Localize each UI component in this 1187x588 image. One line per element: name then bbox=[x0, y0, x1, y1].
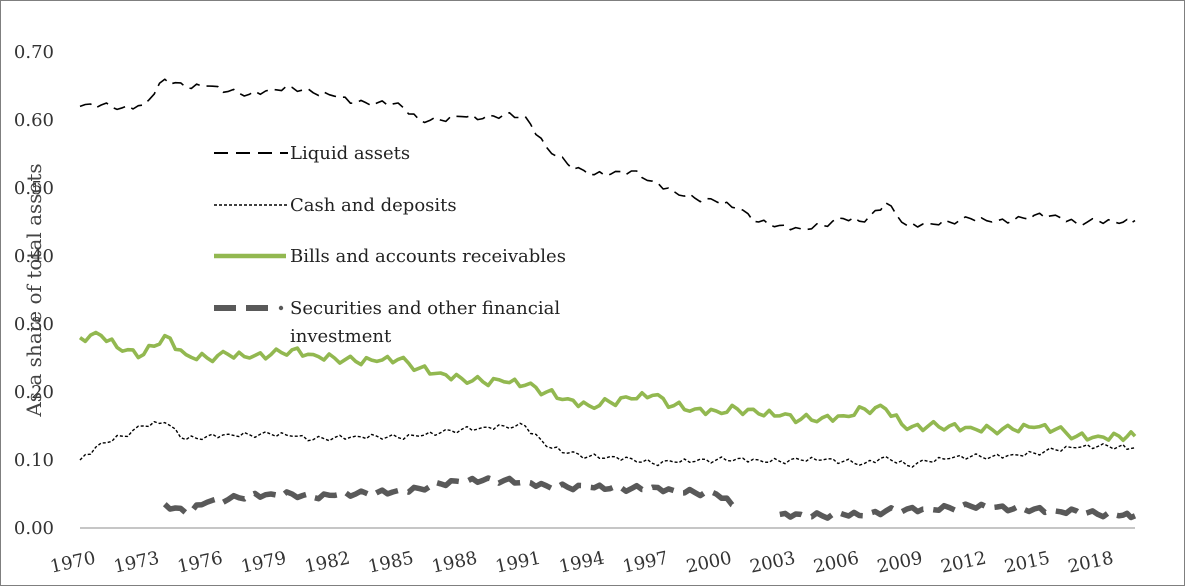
y-tick-label: 0.20 bbox=[14, 382, 54, 403]
x-tick-label: 2012 bbox=[939, 548, 988, 578]
x-tick-label: 1991 bbox=[494, 548, 543, 578]
y-axis-ticks: 0.00 0.10 0.20 0.30 0.40 0.50 0.60 0.70 bbox=[14, 42, 54, 539]
x-tick-label: 1997 bbox=[621, 548, 670, 578]
y-tick-label: 0.10 bbox=[14, 450, 54, 471]
x-tick-label: 2018 bbox=[1066, 548, 1115, 578]
x-tick-label: 1994 bbox=[557, 548, 606, 578]
legend-item-securities: Securities and other financial investmen… bbox=[214, 298, 560, 347]
legend-item-liquid-assets: Liquid assets bbox=[214, 143, 410, 164]
series-line-cash-and-deposits bbox=[79, 421, 1136, 468]
legend-label-securities-line1: Securities and other financial bbox=[290, 298, 560, 319]
x-tick-label: 2015 bbox=[1003, 548, 1052, 578]
y-tick-label: 0.60 bbox=[14, 110, 54, 131]
legend-swatch-securities-dot bbox=[278, 305, 284, 311]
x-tick-label: 2003 bbox=[748, 548, 797, 578]
series-line-securities-and-other-financial-investment bbox=[162, 475, 739, 516]
x-tick-label: 2006 bbox=[812, 548, 861, 578]
y-tick-label: 0.00 bbox=[14, 518, 54, 539]
legend-label-bills-and-accounts-receivables: Bills and accounts receivables bbox=[290, 246, 566, 267]
series-line-bills-and-accounts-receivables bbox=[78, 330, 1137, 443]
x-tick-label: 1982 bbox=[303, 548, 352, 578]
y-tick-label: 0.30 bbox=[14, 314, 54, 335]
x-tick-label: 2009 bbox=[875, 548, 924, 578]
legend-item-bills-and-accounts-receivables: Bills and accounts receivables bbox=[214, 246, 566, 267]
legend-label-cash-and-deposits: Cash and deposits bbox=[290, 195, 457, 216]
x-tick-label: 1973 bbox=[112, 548, 161, 578]
y-axis-label: As a share of total assets bbox=[22, 163, 46, 417]
series-line-securities-and-other-financial-investment bbox=[779, 501, 1137, 521]
y-tick-label: 0.70 bbox=[14, 42, 54, 63]
x-tick-label: 1979 bbox=[239, 548, 288, 578]
x-tick-label: 2000 bbox=[684, 548, 733, 578]
x-tick-label: 1985 bbox=[366, 548, 415, 578]
legend-item-cash-and-deposits: Cash and deposits bbox=[214, 195, 457, 216]
series-line-liquid-assets bbox=[79, 78, 1136, 231]
legend-label-securities-line2: investment bbox=[290, 326, 392, 347]
legend: Liquid assets Cash and deposits Bills an… bbox=[214, 143, 566, 347]
y-tick-label: 0.40 bbox=[14, 246, 54, 267]
x-axis-ticks: 1970 1973 1976 1979 1982 1985 1988 1991 1994 1997… bbox=[48, 548, 1115, 578]
series-layer bbox=[78, 78, 1137, 521]
legend-label-liquid-assets: Liquid assets bbox=[290, 143, 410, 164]
x-tick-label: 1988 bbox=[430, 548, 479, 578]
x-tick-label: 1970 bbox=[48, 548, 97, 578]
x-tick-label: 1976 bbox=[176, 548, 225, 578]
y-tick-label: 0.50 bbox=[14, 178, 54, 199]
